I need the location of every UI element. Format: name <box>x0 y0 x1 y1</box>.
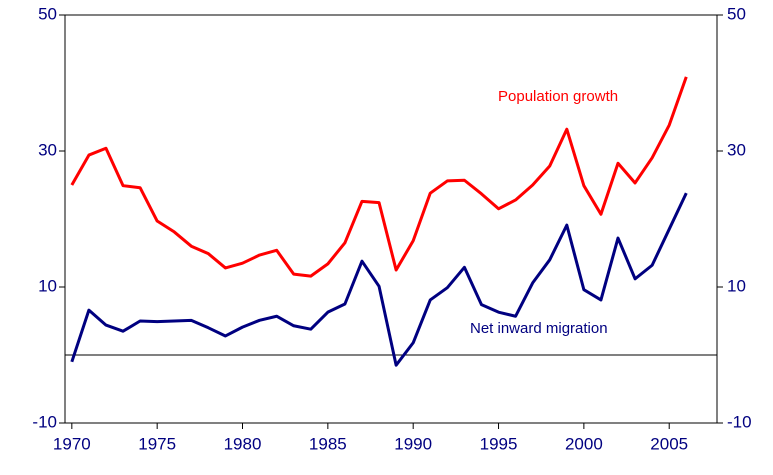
x-tick-label: 1970 <box>53 434 91 453</box>
y-tick-label: 10 <box>38 276 57 295</box>
y-tick-label: 30 <box>38 140 57 159</box>
series-label: Net inward migration <box>470 320 608 337</box>
line-series <box>70 192 688 367</box>
y-tick-label: 50 <box>38 4 57 23</box>
plot-frame <box>64 14 718 424</box>
x-tick-label: 1990 <box>394 434 432 453</box>
x-tick-label: 1980 <box>224 434 262 453</box>
x-tick-label: 1995 <box>480 434 518 453</box>
x-tick-label: 1985 <box>309 434 347 453</box>
y2-tick-label: 10 <box>727 276 746 295</box>
series-label: Population growth <box>498 88 618 105</box>
line-series <box>70 76 688 278</box>
x-tick-label: 2005 <box>650 434 688 453</box>
x-tick-label: 2000 <box>565 434 603 453</box>
x-tick-label: 1975 <box>138 434 176 453</box>
y-tick-label: -10 <box>32 412 57 431</box>
y2-tick-label: -10 <box>727 412 752 431</box>
y2-tick-label: 30 <box>727 140 746 159</box>
y2-tick-label: 50 <box>727 4 746 23</box>
